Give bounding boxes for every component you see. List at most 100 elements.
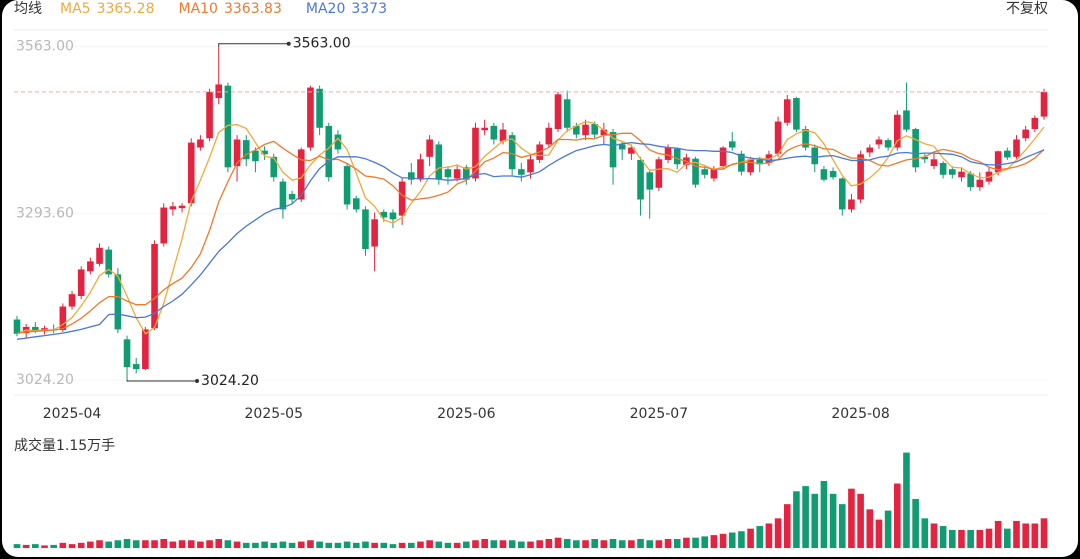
volume-bar (545, 538, 553, 548)
volume-bar (463, 541, 470, 548)
candle-body (912, 128, 919, 168)
volume-bar (664, 538, 672, 548)
volume-bar (178, 540, 186, 548)
candle-body (32, 326, 39, 331)
volume-bar (96, 540, 103, 548)
volume-bar (407, 542, 415, 548)
volume-bar (1022, 523, 1029, 548)
candle-body (343, 166, 351, 205)
volume-bar (297, 541, 305, 548)
volume-bar (87, 541, 94, 548)
volume-label: 成交量1.15万手 (14, 437, 115, 454)
candle-body (783, 99, 791, 123)
volume-bar (1040, 518, 1048, 548)
candle-body (352, 198, 360, 210)
volume-bar (618, 540, 626, 548)
volume-bar (866, 509, 874, 548)
volume-bar (169, 541, 177, 548)
candle-body (1004, 150, 1011, 158)
adjust-button[interactable]: 不复权 (1006, 0, 1048, 17)
candle-body (481, 127, 488, 131)
volume-bar (123, 538, 131, 548)
candle-body (380, 211, 388, 218)
volume-bar (967, 529, 974, 548)
volume-bar (233, 541, 241, 548)
volume-bar (628, 540, 635, 548)
volume-bar (582, 540, 589, 548)
volume-bar (13, 544, 21, 548)
volume-bar (362, 541, 369, 548)
candle-body (463, 167, 470, 180)
candle-body (252, 150, 259, 162)
volume-bar (518, 541, 525, 548)
volume-bar (848, 488, 855, 548)
candle-body (866, 147, 874, 153)
volume-bar (444, 542, 452, 548)
legend-value: 3373 (351, 1, 387, 17)
volume-bar (838, 504, 846, 548)
volume-bar (307, 540, 314, 548)
x-tick-label: 2025-07 (630, 406, 689, 422)
volume-bar (453, 542, 461, 548)
y-tick-label: 3563.00 (16, 39, 74, 55)
ma-line (16, 120, 1045, 335)
x-tick-label: 2025-04 (43, 406, 102, 422)
volume-bar (655, 540, 663, 548)
volume-bar (22, 544, 30, 548)
volume-bar (50, 544, 57, 548)
legend-name: MA10 (178, 1, 217, 17)
volume-bar (875, 519, 883, 548)
annotation-dot (195, 379, 200, 384)
candle-body (618, 144, 626, 150)
volume-bar (380, 542, 388, 548)
candle-body (793, 98, 800, 130)
volume-bar (673, 538, 681, 548)
candle-body (435, 144, 443, 180)
volume-bar (32, 544, 39, 548)
volume-bar (554, 537, 562, 548)
volume-bar (426, 540, 433, 548)
candle-body (582, 124, 589, 136)
volume-bar (637, 538, 644, 548)
candle-body (407, 172, 415, 180)
candle-body (554, 94, 562, 129)
candle-body (884, 140, 892, 148)
candle-body (261, 150, 268, 155)
candle-body (242, 140, 250, 160)
candle-body (692, 158, 699, 185)
volume-bar (197, 541, 204, 548)
candle-body (178, 205, 186, 209)
volume-bar (417, 541, 424, 548)
volume-bar (563, 538, 571, 548)
volume-bar (316, 541, 323, 548)
candle-body (1031, 117, 1039, 129)
volume-bar (930, 523, 938, 548)
candle-body (802, 128, 809, 148)
volume-bar (893, 483, 901, 548)
volume-bar (912, 499, 919, 548)
annotation-label: 3024.20 (201, 373, 259, 389)
volume-bar (41, 545, 48, 548)
volume-bar (343, 541, 351, 548)
candle-body (398, 181, 406, 216)
candle-body (105, 249, 112, 275)
volume-bar (527, 541, 534, 548)
legend-value: 3365.28 (97, 1, 155, 17)
volume-bar (949, 529, 956, 548)
candle-body (453, 169, 461, 179)
volume-bar (1013, 520, 1020, 548)
volume-bar (903, 452, 910, 548)
volume-bar (206, 540, 213, 548)
candle-body (151, 244, 158, 329)
volume-bar (710, 535, 718, 548)
candle-body (197, 139, 204, 148)
candle-body (215, 84, 223, 99)
volume-bar (105, 541, 112, 548)
candle-body (325, 125, 333, 178)
volume-bar (261, 541, 268, 548)
annotation-leader (218, 43, 289, 47)
annotation-label: 3563.00 (293, 36, 351, 52)
candle-body (609, 132, 617, 168)
volume-bar (609, 538, 617, 548)
volume-bar (389, 544, 397, 548)
